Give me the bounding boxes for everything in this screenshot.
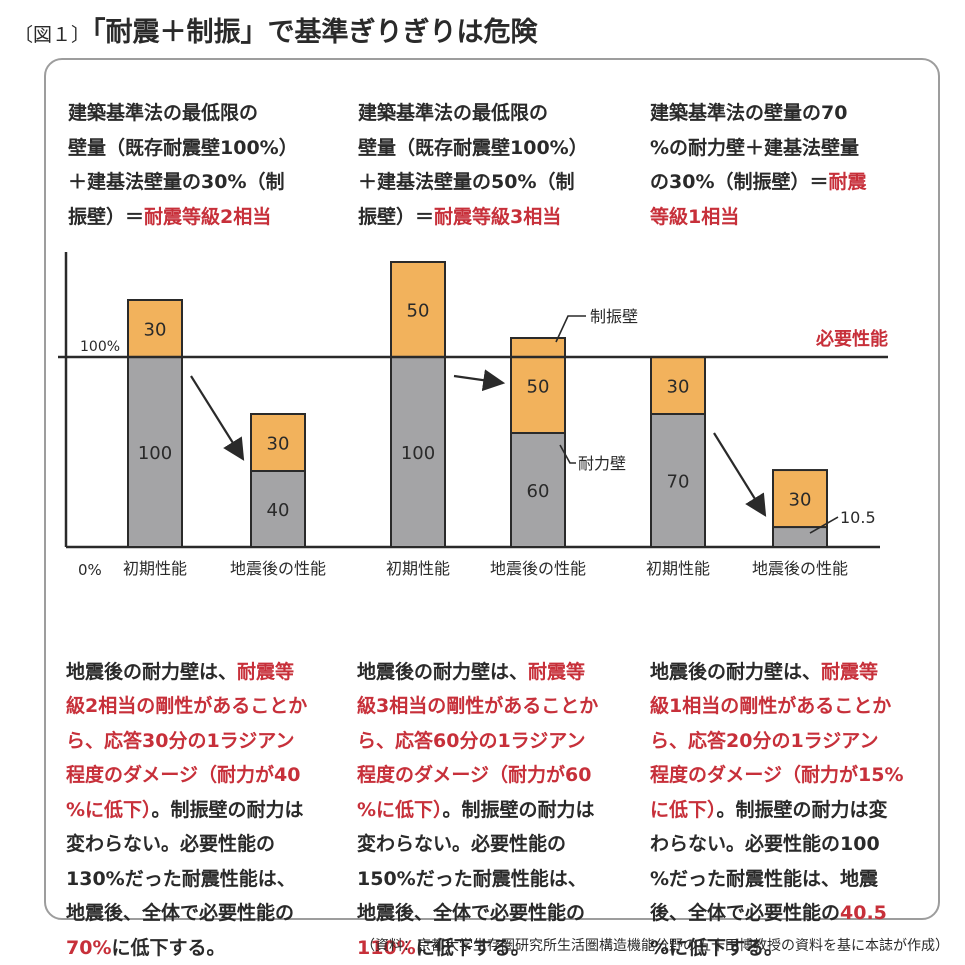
damper-callout-line (555, 315, 586, 343)
y-tick-label: 0% (78, 561, 102, 579)
bar-damper-wall (390, 261, 446, 358)
data-label: 30 (144, 320, 167, 341)
data-label: 100 (401, 443, 435, 464)
column-2-desc-text: 建築基準法の最低限の 壁量（既存耐震壁100%） ＋建基法壁量の50%（制 振壁… (358, 102, 588, 228)
column-2-description: 建築基準法の最低限の 壁量（既存耐震壁100%） ＋建基法壁量の50%（制 振壁… (358, 96, 628, 234)
column-2-note-part: 地震後の耐力壁は、 (357, 660, 529, 683)
x-category-label: 初期性能 (646, 559, 710, 578)
change-arrow (453, 369, 506, 392)
data-label: 30 (789, 490, 812, 511)
column-3-description: 建築基準法の壁量の70 %の耐力壁＋建基法壁量 の30%（制振壁）＝耐震 等級1… (650, 96, 920, 234)
source-credit: （資料：京都大学生存圏研究所生活圏構造機能分野の五十田博教授の資料を基に本誌が作… (361, 938, 949, 954)
reference-line-label: 必要性能 (815, 328, 888, 350)
data-label: 30 (667, 377, 690, 398)
data-label: 50 (407, 301, 430, 322)
column-3-note-part: %に低下する。 (650, 936, 784, 959)
bar-bearing-wall (772, 526, 828, 548)
column-3-note-part: 地震後の耐力壁は、 (650, 660, 822, 683)
x-category-label: 地震後の性能 (490, 559, 586, 578)
figure-title: 〔図１〕「耐震＋制振」で基準ぎりぎりは危険 (14, 10, 538, 49)
change-arrow (190, 375, 245, 461)
figure-title-text: 「耐震＋制振」で基準ぎりぎりは危険 (92, 17, 538, 48)
column-1-desc-text: 建築基準法の最低限の 壁量（既存耐震壁100%） ＋建基法壁量の30%（制 振壁… (68, 102, 298, 228)
bearing-callout-label: 耐力壁 (578, 454, 626, 473)
outside-value-callout-line (809, 516, 839, 534)
bar-damper-wall (510, 337, 566, 434)
column-2-note: 地震後の耐力壁は、耐震等 級3相当の剛性があることか ら、応答60分の1ラジアン… (357, 620, 627, 965)
outside-value-label: 10.5 (840, 508, 876, 527)
column-1-note: 地震後の耐力壁は、耐震等 級2相当の剛性があることか ら、応答30分の1ラジアン… (66, 620, 336, 965)
column-3-note-part: 。制振壁の耐力は変 わらない。必要性能の100 %だった耐震性能は、地震 後、全… (650, 798, 888, 925)
column-1-note-part: に低下する。 (111, 936, 226, 959)
data-label: 30 (267, 434, 290, 455)
x-category-label: 地震後の性能 (752, 559, 848, 578)
column-2-note-part: に低下する。 (415, 936, 530, 959)
figure-label: 〔図１〕 (14, 24, 91, 46)
column-2-desc-grade: 耐震等級3相当 (434, 205, 562, 228)
bearing-callout-line (559, 444, 576, 464)
bar-bearing-wall (650, 413, 706, 548)
data-label: 100 (138, 443, 172, 464)
bar-damper-wall (650, 356, 706, 415)
x-category-label: 地震後の性能 (230, 559, 326, 578)
column-2-note-part: 耐震等 級3相当の剛性があることか ら、応答60分の1ラジアン 程度のダメージ（… (357, 660, 599, 821)
column-3-note: 地震後の耐力壁は、耐震等 級1相当の剛性があることか ら、応答20分の1ラジアン… (650, 620, 920, 965)
column-3-note-part: 耐震等 級1相当の剛性があることか ら、応答20分の1ラジアン 程度のダメージ（… (650, 660, 904, 821)
column-3-desc-grade: 耐震 等級1相当 (650, 171, 867, 228)
figure-panel (44, 58, 940, 920)
bar-bearing-wall (390, 356, 446, 548)
column-1-description: 建築基準法の最低限の 壁量（既存耐震壁100%） ＋建基法壁量の30%（制 振壁… (68, 96, 338, 234)
column-2-note-part: 。制振壁の耐力は 変わらない。必要性能の 150%だった耐震性能は、 地震後、全… (357, 798, 595, 925)
bar-bearing-wall (510, 432, 566, 548)
column-3-desc-text: 建築基準法の壁量の70 %の耐力壁＋建基法壁量 の30%（制振壁）＝ (650, 102, 860, 193)
data-label: 60 (527, 481, 550, 502)
column-1-note-part: 耐震等 級2相当の剛性があることか ら、応答30分の1ラジアン 程度のダメージ（… (66, 660, 308, 821)
column-1-desc-grade: 耐震等級2相当 (144, 205, 272, 228)
data-label: 70 (667, 472, 690, 493)
column-3-note-part: 40.5 (840, 902, 887, 924)
column-1-note-part: 地震後の耐力壁は、 (66, 660, 238, 683)
x-category-label: 初期性能 (386, 559, 450, 578)
bar-bearing-wall (127, 356, 183, 548)
bar-damper-wall (250, 413, 306, 472)
bar-damper-wall (772, 469, 828, 529)
column-1-note-part: 70% (66, 936, 112, 959)
data-label: 50 (527, 377, 550, 398)
y-tick-label: 100% (80, 339, 120, 355)
x-category-label: 初期性能 (123, 559, 187, 578)
column-2-note-part: 110% (357, 936, 416, 959)
change-arrow (713, 432, 767, 517)
column-1-note-part: 。制振壁の耐力は 変わらない。必要性能の 130%だった耐震性能は、 地震後、全… (66, 798, 304, 925)
data-label: 40 (267, 500, 290, 521)
bar-damper-wall (127, 299, 183, 358)
damper-callout-label: 制振壁 (590, 307, 638, 326)
